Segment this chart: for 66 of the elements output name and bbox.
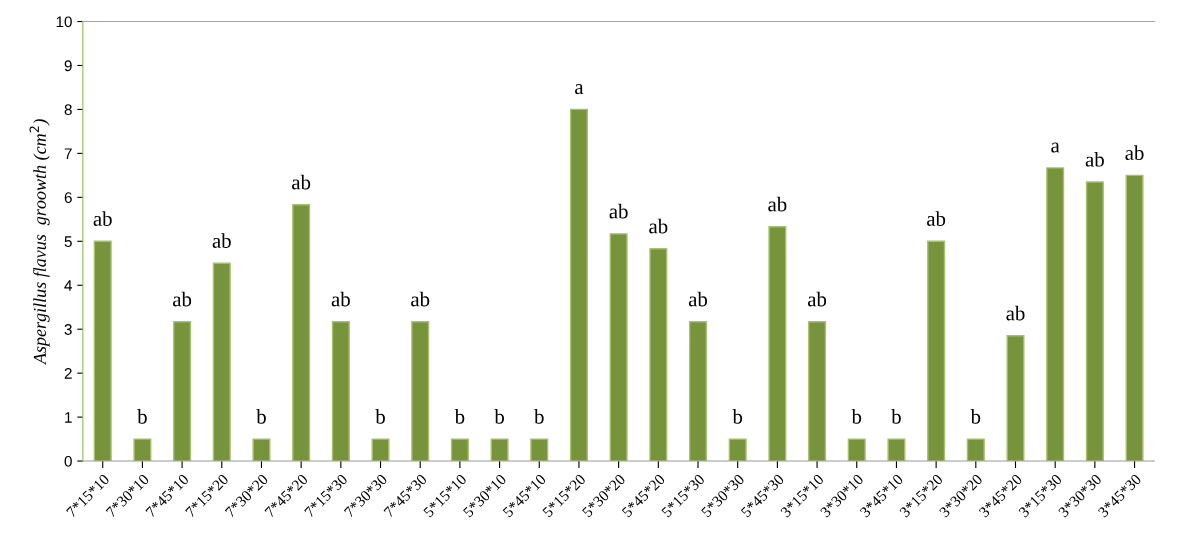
annotation: ab	[768, 196, 787, 212]
annotation: ab	[172, 291, 192, 307]
annotation: a	[575, 84, 584, 95]
bar	[609, 233, 628, 462]
bar	[530, 438, 549, 462]
annotation: ab	[331, 291, 350, 307]
bar	[292, 204, 311, 462]
bar	[93, 240, 112, 462]
y-tick-label: 10	[56, 16, 72, 28]
annotation: ab	[411, 291, 430, 307]
annotation: ab	[1006, 305, 1025, 321]
annotation: ab	[212, 233, 231, 248]
y-tick-label: 1	[65, 412, 72, 423]
y-tick-label: 4	[64, 280, 73, 291]
bar	[569, 108, 588, 462]
annotation: ab	[292, 174, 311, 190]
bar	[1125, 174, 1144, 462]
y-tick-label: 9	[64, 60, 72, 72]
bar	[331, 321, 350, 462]
bar	[133, 438, 152, 462]
annotation: b	[732, 409, 743, 424]
annotation: b	[256, 409, 266, 424]
bar	[1046, 167, 1065, 462]
y-axis-title: Aspergillus flavus groowth (cm$^{2}$)	[29, 119, 50, 366]
annotation: b	[970, 409, 981, 424]
y-tick-label: 3	[64, 324, 72, 335]
y-tick-label: 8	[64, 104, 72, 116]
bar	[252, 438, 271, 462]
y-tick-label: 5	[64, 236, 72, 247]
y-tick-label: 0	[64, 455, 72, 467]
annotation: ab	[609, 203, 628, 219]
annotation: b	[137, 409, 147, 424]
bar	[966, 438, 985, 462]
annotation: a	[1051, 142, 1060, 153]
annotation: b	[891, 409, 901, 424]
annotation: ab	[1125, 145, 1144, 161]
bar	[688, 321, 708, 462]
bar	[847, 438, 866, 462]
y-tick-label: 2	[64, 368, 72, 379]
bar	[450, 438, 469, 462]
y-tick-label: 7	[64, 148, 72, 159]
bar	[173, 321, 192, 462]
bar	[411, 321, 430, 462]
annotation: b	[375, 409, 385, 424]
bar	[649, 248, 668, 462]
bar	[808, 321, 827, 462]
annotation: ab	[807, 291, 827, 307]
annotation: ab	[688, 291, 708, 307]
bar	[1085, 181, 1104, 462]
annotation: ab	[927, 211, 946, 226]
bar	[371, 438, 390, 462]
bar	[490, 438, 509, 462]
bar	[1006, 335, 1025, 462]
y-tick-label: 6	[64, 192, 72, 204]
annotation: ab	[1085, 151, 1104, 167]
annotation: b	[494, 409, 504, 424]
annotation: ab	[93, 211, 112, 226]
bar	[768, 226, 787, 462]
bar	[728, 438, 747, 462]
bar	[887, 438, 906, 462]
annotation: b	[454, 409, 465, 424]
bar	[212, 262, 231, 462]
annotation: b	[851, 409, 862, 424]
bar	[927, 240, 946, 462]
annotation: b	[534, 409, 544, 424]
annotation: ab	[649, 218, 668, 234]
